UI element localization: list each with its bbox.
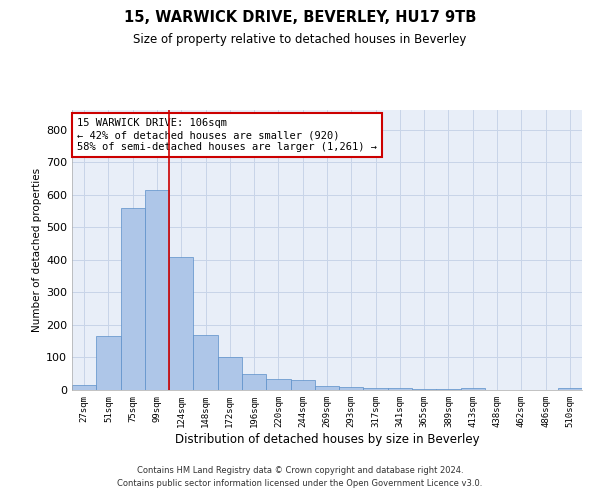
Bar <box>266 378 290 390</box>
Bar <box>242 374 266 390</box>
Bar <box>388 388 412 390</box>
Text: Size of property relative to detached houses in Beverley: Size of property relative to detached ho… <box>133 32 467 46</box>
X-axis label: Distribution of detached houses by size in Beverley: Distribution of detached houses by size … <box>175 432 479 446</box>
Bar <box>315 386 339 390</box>
Bar <box>193 334 218 390</box>
Bar <box>339 386 364 390</box>
Bar <box>364 388 388 390</box>
Text: Contains HM Land Registry data © Crown copyright and database right 2024.
Contai: Contains HM Land Registry data © Crown c… <box>118 466 482 487</box>
Bar <box>290 380 315 390</box>
Bar <box>121 208 145 390</box>
Text: 15, WARWICK DRIVE, BEVERLEY, HU17 9TB: 15, WARWICK DRIVE, BEVERLEY, HU17 9TB <box>124 10 476 25</box>
Bar <box>218 358 242 390</box>
Bar <box>558 388 582 390</box>
Text: 15 WARWICK DRIVE: 106sqm
← 42% of detached houses are smaller (920)
58% of semi-: 15 WARWICK DRIVE: 106sqm ← 42% of detach… <box>77 118 377 152</box>
Bar <box>96 336 121 390</box>
Bar <box>145 190 169 390</box>
Y-axis label: Number of detached properties: Number of detached properties <box>32 168 42 332</box>
Bar <box>169 256 193 390</box>
Bar <box>72 385 96 390</box>
Bar <box>461 388 485 390</box>
